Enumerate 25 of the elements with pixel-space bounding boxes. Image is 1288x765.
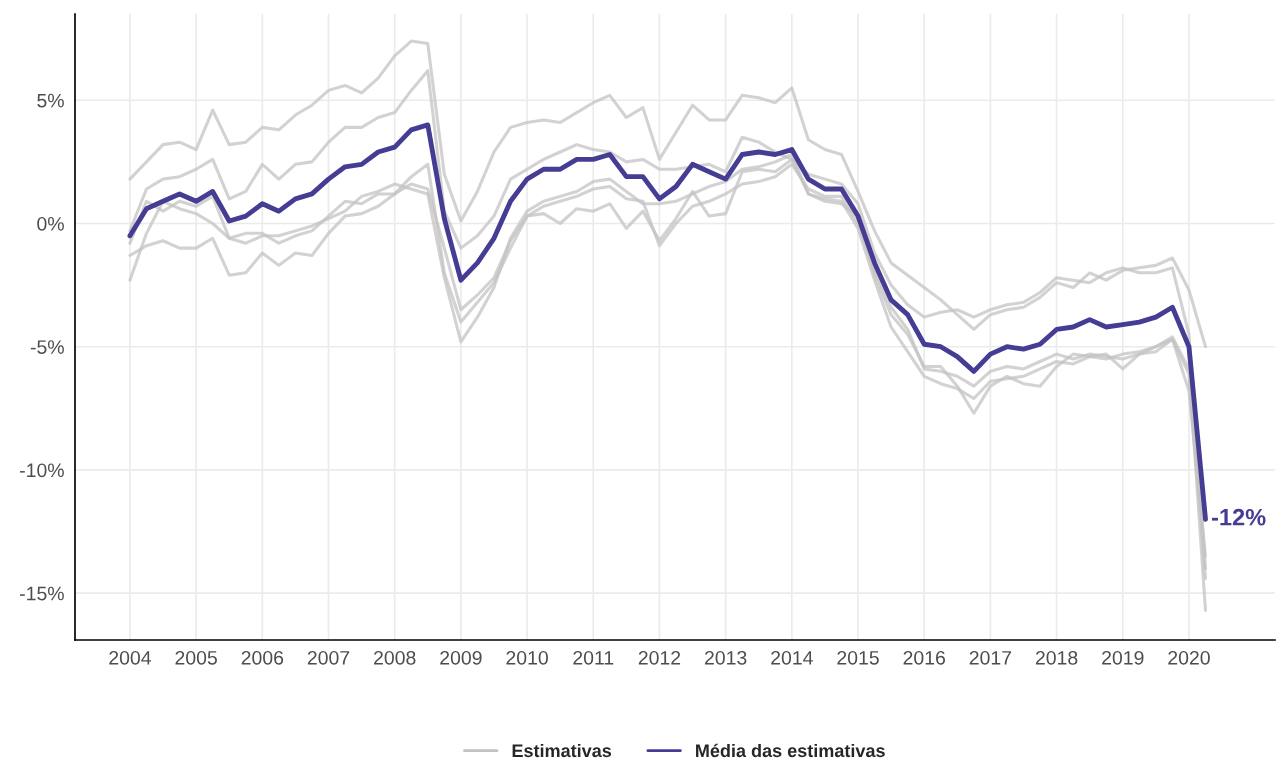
x-tick-label: 2017 [969,650,1012,665]
x-tick-label: 2015 [837,650,879,665]
y-tick-label: 0% [37,216,64,231]
x-tick-label: 2016 [903,650,945,665]
x-tick-label: 2012 [638,650,681,665]
x-tick-label: 2020 [1168,650,1210,665]
x-tick-label: 2013 [704,650,747,665]
x-tick-label: 2004 [109,650,151,665]
x-tick-label: 2005 [175,650,217,665]
x-tick-label: 2009 [440,650,482,665]
y-tick-label: -15% [20,586,64,601]
x-tick-label: 2010 [506,650,548,665]
x-tick-label: 2019 [1102,650,1144,665]
annotation: -12% [1211,508,1266,526]
legend-label: Estimativas [512,743,612,758]
x-tick-label: 2007 [307,650,350,665]
y-tick-label: -10% [20,463,64,478]
y-tick-label: -5% [30,340,64,354]
x-tick-label: 2006 [241,650,284,665]
x-tick-label: 2014 [771,650,813,665]
x-tick-label: 2008 [374,650,416,665]
x-tick-label: 2018 [1035,650,1078,665]
x-tick-label: 2011 [573,650,614,665]
y-tick-label: 5% [37,93,64,108]
legend-label: Média das estimativas [696,743,885,758]
